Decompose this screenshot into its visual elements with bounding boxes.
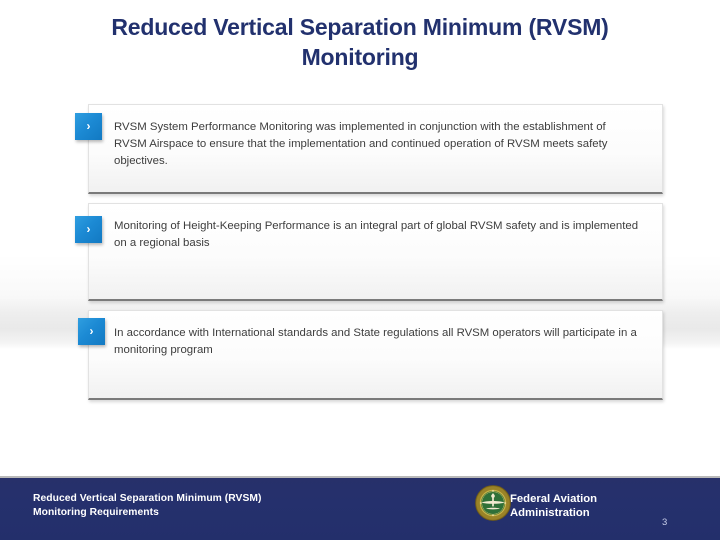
footer-divider	[0, 476, 720, 478]
footer-title: Reduced Vertical Separation Minimum (RVS…	[33, 492, 262, 519]
content-box-text: In accordance with International standar…	[114, 327, 637, 356]
faa-seal-icon	[475, 485, 511, 521]
page-number: 3	[662, 517, 668, 528]
faa-brand-line1: Federal Aviation	[510, 493, 598, 505]
faa-brand-line2: Administration	[510, 506, 590, 519]
chevron-marker-icon: ›	[75, 216, 102, 243]
faa-brand-text: Federal Aviation Administration	[510, 493, 597, 521]
content-box-text: RVSM System Performance Monitoring was i…	[114, 121, 608, 167]
footer-bar: Reduced Vertical Separation Minimum (RVS…	[0, 478, 720, 540]
content-box-text: Monitoring of Height-Keeping Performance…	[114, 220, 639, 249]
chevron-marker-icon: ›	[78, 318, 105, 345]
footer-title-line1: Reduced Vertical Separation Minimum (RVS…	[33, 493, 262, 504]
content-box: In accordance with International standar…	[88, 310, 663, 400]
chevron-marker-icon: ›	[75, 113, 102, 140]
footer-title-line2: Monitoring Requirements	[33, 506, 159, 518]
page-title: Reduced Vertical Separation Minimum (RVS…	[111, 14, 609, 70]
content-box: RVSM System Performance Monitoring was i…	[88, 104, 663, 194]
content-box: Monitoring of Height-Keeping Performance…	[88, 203, 663, 301]
